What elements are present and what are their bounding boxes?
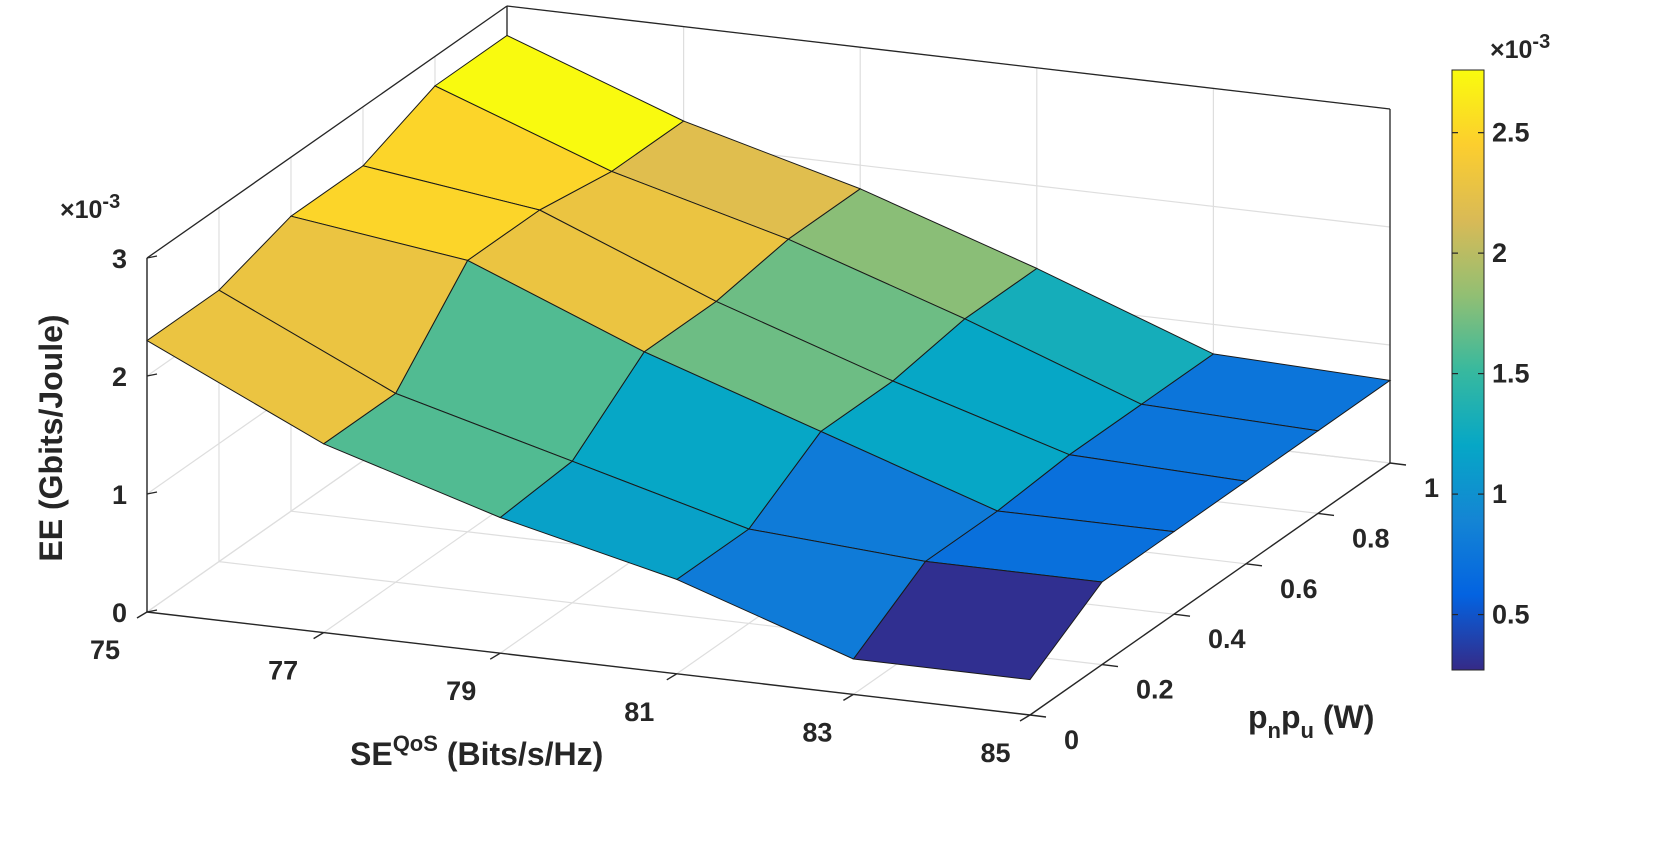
colorbar: [1451, 69, 1485, 671]
y-axis-label: pnpu (W): [1248, 699, 1374, 743]
y-tick: [1317, 512, 1335, 517]
x-tick-label: 85: [980, 738, 1010, 768]
z-tick-label: 0: [112, 598, 127, 628]
x-tick-label: 83: [802, 717, 832, 747]
x-tick-label: 75: [90, 635, 120, 665]
z-exponent-label: ×10-3: [60, 191, 120, 224]
colorbar-tick-label: 2: [1492, 238, 1507, 268]
y-tick: [1029, 714, 1047, 718]
y-tick-label: 0.6: [1280, 574, 1318, 604]
z-tick: [146, 609, 158, 613]
x-tick: [1019, 714, 1031, 722]
x-tick: [666, 673, 678, 681]
z-tick-label: 3: [112, 244, 127, 274]
x-axis-line: [146, 611, 1031, 716]
y-tick: [1245, 563, 1263, 567]
y-tick-label: 0.8: [1352, 523, 1390, 553]
y-axis-line: [1029, 462, 1391, 716]
y-tick-label: 0: [1064, 725, 1079, 755]
x-tick-label: 81: [624, 697, 654, 727]
z-axis-label: EE (Gbits/Joule): [33, 314, 69, 561]
y-tick-label: 1: [1424, 473, 1439, 503]
colorbar-tick-label: 1: [1492, 479, 1507, 509]
surface-patch: [146, 289, 397, 445]
y-tick-label: 0.4: [1208, 624, 1246, 654]
y-tick: [1389, 462, 1407, 466]
z-tick: [146, 373, 158, 377]
x-axis-label: SEQoS (Bits/s/Hz): [350, 731, 603, 772]
box-edge: [146, 5, 508, 259]
z-tick: [146, 255, 158, 259]
axes-frame: 75 77 79 81 83 85 0 0.2 0.4 0.6 0.8 1 0 1 2 3: [90, 244, 1439, 768]
z-tick-label: 1: [112, 480, 127, 510]
y-tick: [1173, 613, 1191, 617]
box-edge: [506, 5, 1391, 110]
z-tick-label: 2: [112, 362, 127, 392]
y-tick-label: 0.2: [1136, 675, 1174, 705]
x-tick: [313, 631, 324, 640]
y-tick: [1101, 663, 1119, 668]
x-tick-label: 79: [446, 676, 476, 706]
x-tick: [489, 652, 501, 660]
x-tick: [843, 693, 854, 702]
x-tick: [136, 611, 148, 619]
x-tick-label: 77: [268, 656, 298, 686]
colorbar-ticks: 0.5 1 1.5 2 2.5: [1452, 118, 1530, 630]
colorbar-tick-label: 2.5: [1492, 118, 1530, 148]
colorbar-tick-label: 0.5: [1492, 600, 1530, 630]
colorbar-tick-label: 1.5: [1492, 359, 1530, 389]
z-tick: [146, 491, 158, 495]
colorbar-exponent-label: ×10-3: [1490, 31, 1550, 64]
surface-mesh: [146, 34, 1392, 681]
